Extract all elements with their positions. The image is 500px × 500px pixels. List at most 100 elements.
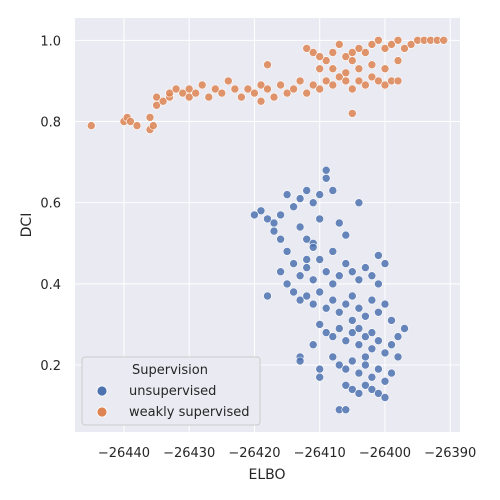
- unsupervised-point: [250, 210, 259, 220]
- weakly-supervised-point: [367, 40, 377, 49]
- weakly-supervised-point: [315, 52, 325, 61]
- unsupervised-point: [380, 348, 390, 358]
- unsupervised-point: [354, 340, 364, 350]
- unsupervised-point: [334, 271, 344, 281]
- legend-label-unsupervised: unsupervised: [129, 384, 216, 399]
- weakly-supervised-point: [439, 35, 449, 45]
- weakly-supervised-point: [230, 84, 240, 94]
- weakly-supervised-point: [367, 72, 377, 82]
- unsupervised-point: [321, 174, 331, 183]
- unsupervised-point: [341, 259, 351, 268]
- unsupervised-point: [282, 247, 292, 256]
- y-tick-label: 0.6: [40, 197, 61, 212]
- weakly-supervised-point: [237, 92, 246, 102]
- unsupervised-point: [295, 222, 305, 232]
- y-tick-labels: 0.2 0.4 0.6 0.8 1.0: [40, 34, 61, 374]
- weakly-supervised-point: [256, 96, 266, 106]
- unsupervised-point: [263, 214, 272, 224]
- unsupervised-point: [361, 352, 370, 362]
- unsupervised-point: [321, 165, 331, 175]
- unsupervised-point: [393, 352, 403, 362]
- unsupervised-point: [374, 364, 383, 374]
- unsupervised-point: [334, 307, 344, 317]
- unsupervised-point: [354, 303, 364, 313]
- unsupervised-point: [354, 275, 364, 285]
- unsupervised-point: [367, 372, 377, 382]
- unsupervised-point: [308, 275, 318, 285]
- x-tick-labels: −26440 −26430 −26420 −26410 −26400 −26390: [98, 446, 477, 461]
- unsupervised-point: [334, 218, 344, 228]
- weakly-supervised-point: [276, 80, 285, 90]
- unsupervised-point: [367, 295, 377, 305]
- unsupervised-point: [361, 263, 370, 272]
- unsupervised-point: [367, 271, 377, 281]
- series-unsupervised: [250, 165, 409, 415]
- legend-marker-weakly-supervised: [96, 406, 108, 418]
- unsupervised-point: [354, 198, 364, 207]
- unsupervised-point: [321, 328, 331, 337]
- weakly-supervised-point: [367, 60, 377, 69]
- unsupervised-point: [289, 259, 298, 268]
- unsupervised-point: [328, 352, 338, 362]
- unsupervised-point: [295, 194, 305, 203]
- weakly-supervised-point: [315, 84, 325, 94]
- weakly-supervised-point: [341, 52, 351, 61]
- unsupervised-point: [269, 218, 279, 228]
- weakly-supervised-point: [347, 109, 357, 118]
- unsupervised-point: [387, 316, 396, 325]
- unsupervised-point: [341, 364, 351, 374]
- unsupervised-point: [308, 340, 318, 350]
- unsupervised-point: [347, 328, 357, 337]
- legend-marker-unsupervised: [96, 385, 108, 397]
- weakly-supervised-point: [289, 84, 298, 94]
- unsupervised-point: [315, 372, 325, 382]
- weakly-supervised-point: [243, 84, 253, 94]
- x-tick-label: −26440: [98, 446, 150, 461]
- weakly-supervised-point: [269, 92, 279, 102]
- legend-label-weakly-supervised: weakly supervised: [129, 405, 250, 420]
- weakly-supervised-point: [328, 64, 338, 73]
- unsupervised-point: [308, 198, 318, 207]
- unsupervised-point: [347, 267, 357, 277]
- unsupervised-point: [341, 405, 351, 415]
- unsupervised-point: [374, 279, 383, 289]
- weakly-supervised-point: [315, 64, 325, 73]
- weakly-supervised-point: [308, 48, 318, 57]
- weakly-supervised-point: [126, 117, 135, 126]
- unsupervised-point: [289, 202, 298, 211]
- weakly-supervised-point: [321, 56, 331, 65]
- unsupervised-point: [380, 393, 390, 402]
- weakly-supervised-point: [406, 40, 416, 49]
- x-tick-label: −26410: [294, 446, 346, 461]
- unsupervised-point: [263, 291, 272, 301]
- weakly-supervised-point: [295, 76, 305, 86]
- unsupervised-point: [341, 230, 351, 240]
- weakly-supervised-point: [158, 96, 168, 106]
- weakly-supervised-point: [191, 88, 200, 98]
- weakly-supervised-point: [321, 76, 331, 86]
- unsupervised-point: [354, 324, 364, 333]
- weakly-supervised-point: [393, 35, 403, 45]
- weakly-supervised-point: [87, 121, 96, 130]
- unsupervised-point: [374, 389, 383, 398]
- unsupervised-point: [276, 267, 285, 277]
- unsupervised-point: [302, 255, 312, 264]
- unsupervised-point: [328, 279, 338, 289]
- unsupervised-point: [295, 271, 305, 281]
- weakly-supervised-point: [354, 64, 364, 73]
- x-tick-label: −26400: [359, 446, 411, 461]
- unsupervised-point: [295, 356, 305, 366]
- weakly-supervised-point: [149, 121, 158, 130]
- weakly-supervised-point: [354, 76, 364, 86]
- unsupervised-point: [302, 234, 312, 244]
- unsupervised-point: [341, 380, 351, 390]
- x-tick-label: −26430: [163, 446, 215, 461]
- unsupervised-point: [367, 328, 377, 337]
- weakly-supervised-point: [374, 76, 383, 86]
- weakly-supervised-point: [211, 84, 220, 94]
- weakly-supervised-point: [347, 48, 357, 57]
- unsupervised-point: [393, 332, 403, 341]
- weakly-supervised-point: [204, 92, 214, 102]
- unsupervised-point: [374, 336, 383, 346]
